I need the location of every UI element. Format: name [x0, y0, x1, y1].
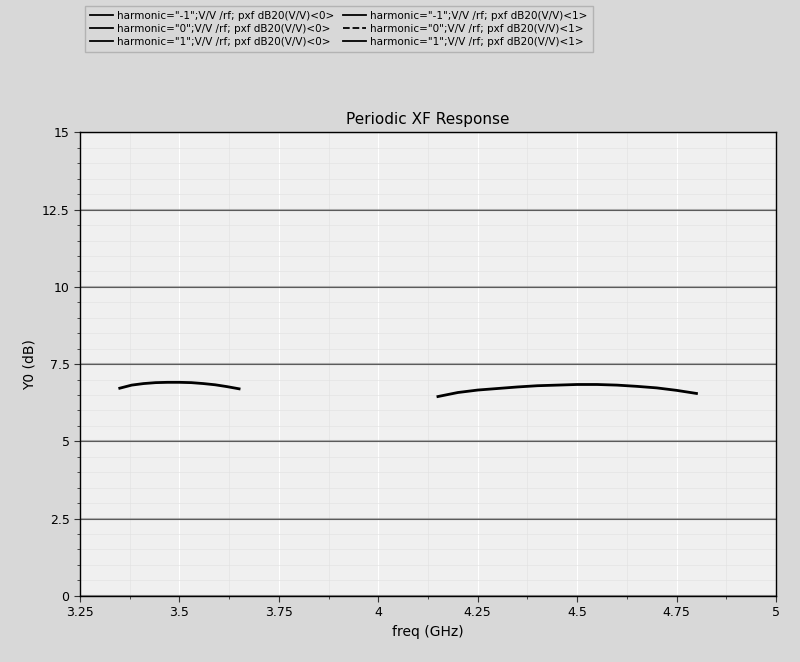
- Legend: harmonic="-1";V/V /rf; pxf dB20(V/V)<0>, harmonic="0";V/V /rf; pxf dB20(V/V)<0>,: harmonic="-1";V/V /rf; pxf dB20(V/V)<0>,…: [86, 5, 593, 52]
- Title: Periodic XF Response: Periodic XF Response: [346, 112, 510, 127]
- X-axis label: freq (GHz): freq (GHz): [392, 625, 464, 639]
- Y-axis label: Y0 (dB): Y0 (dB): [22, 339, 36, 389]
